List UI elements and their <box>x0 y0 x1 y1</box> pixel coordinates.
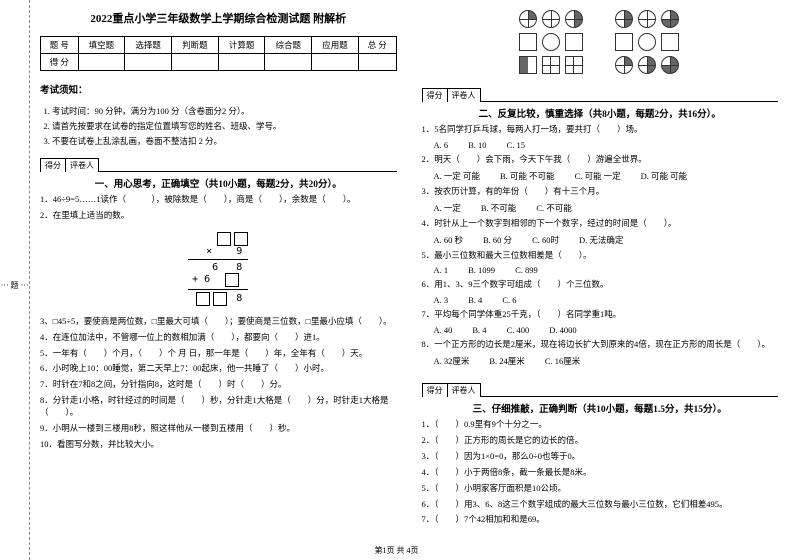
q1-3: 3、□45÷5，要使商是两位数，□里最大可填（ ）；要使商是三位数，□里最小应填… <box>40 316 397 328</box>
score-header: 总 分 <box>358 37 396 54</box>
score-cell[interactable] <box>358 54 396 71</box>
score-header: 综合题 <box>265 37 312 54</box>
q2-7-opts: A. 40B. 4C. 400D. 4000 <box>422 325 779 335</box>
section1-title: 一、用心思考，正确填空（共10小题，每题2分，共20分）。 <box>40 176 397 190</box>
q2-7: 7．平均每个同学体重25千克，（ ）名同学重1吨。 <box>422 309 779 321</box>
score-cell[interactable] <box>265 54 312 71</box>
q2-3-opts: A. 一定B. 不可能C. 不可能 <box>422 202 779 214</box>
score-header: 计算题 <box>218 37 265 54</box>
score-header: 选择题 <box>125 37 172 54</box>
shape-group-2 <box>615 10 681 76</box>
section-scorebox: 得分 评卷人 <box>422 383 779 397</box>
q2-8: 8．一个正方形的边长是2厘米，现在将边长扩大到原来的4倍，现在正方形的周长是（ … <box>422 339 779 351</box>
q1-8: 8．分针走1小格，时针经过的时间是（ ）秒，分针走1大格是（ ）分，时针走1大格… <box>40 395 397 419</box>
score-table: 题 号 填空题 选择题 判断题 计算题 综合题 应用题 总 分 得 分 <box>40 36 397 71</box>
binding-margin: ⋮题⋮⋮考号⋮⋮ 名准⋮⋮级不⋮⋮ 内⋮⋮数线⋮线⋮⋮ 封⋮题⋮步 <box>0 0 30 560</box>
page: ⋮题⋮⋮考号⋮⋮ 名准⋮⋮级不⋮⋮ 内⋮⋮数线⋮线⋮⋮ 封⋮题⋮步 2022重点… <box>0 0 793 560</box>
q3-3: 3．（ ）因为1×0=0，那么0÷0也等于0。 <box>422 451 779 463</box>
instructions-title: 考试须知： <box>40 82 397 96</box>
score-header: 填空题 <box>78 37 125 54</box>
content-columns: 2022重点小学三年级数学上学期综合检测试题 附解析 题 号 填空题 选择题 判… <box>30 0 793 560</box>
q3-2: 2．（ ）正方形的周长是它的边长的倍。 <box>422 435 779 447</box>
instruction-item: 请首先按要求在试卷的指定位置填写您的姓名、班级、学号。 <box>52 120 397 132</box>
section-scorebox: 得分 评卷人 <box>422 88 779 102</box>
mult-problem: × 9 6 8 + 6 8 <box>188 232 248 306</box>
q2-8-opts: A. 32厘米B. 24厘米C. 16厘米 <box>422 355 779 367</box>
q2-1-opts: A. 6B. 10C. 15 <box>422 140 779 150</box>
instruction-item: 考试时间：90 分钟，满分为100 分（含卷面分2 分）。 <box>52 105 397 117</box>
exam-title: 2022重点小学三年级数学上学期综合检测试题 附解析 <box>40 10 397 26</box>
q2-4-opts: A. 60 秒B. 60 分C. 60时D. 无法确定 <box>422 234 779 246</box>
instructions-list: 考试时间：90 分钟，满分为100 分（含卷面分2 分）。 请首先按要求在试卷的… <box>40 102 397 150</box>
q1-1: 1．46÷9=5……1读作（ ），被除数是（ ），商是（ ），余数是（ ）。 <box>40 194 397 206</box>
score-header: 判断题 <box>172 37 219 54</box>
right-column: 得分 评卷人 二、反复比较，慎重选择（共8小题，每题2分，共16分）。 1．5名… <box>422 10 779 555</box>
score-cell[interactable] <box>312 54 359 71</box>
q1-4: 4．在连位加法中，不管哪一位上的数相加满（ ），都要向（ ）进1。 <box>40 332 397 344</box>
shape-group-1 <box>519 10 585 76</box>
scorebox-label: 评卷人 <box>448 383 481 397</box>
score-row-label: 得 分 <box>41 54 79 71</box>
section3-title: 三、仔细推敲，正确判断（共10小题，每题1.5分，共15分）。 <box>422 401 779 415</box>
q2-1: 1．5名同学打乒乓球，每两人打一场，要共打（ ）场。 <box>422 124 779 136</box>
q2-5: 5．最小三位数和最大三位数相差是（ ）。 <box>422 250 779 262</box>
score-cell[interactable] <box>218 54 265 71</box>
page-footer: 第1页 共 4页 <box>0 545 793 556</box>
q2-3: 3．按农历计算，有的年份（ ）有十三个月。 <box>422 186 779 198</box>
q3-6: 6．（ ）用3、6、8这三个数字组成的最大三位数与最小三位数，它们相差495。 <box>422 499 779 511</box>
score-header: 应用题 <box>312 37 359 54</box>
score-cell[interactable] <box>125 54 172 71</box>
left-column: 2022重点小学三年级数学上学期综合检测试题 附解析 题 号 填空题 选择题 判… <box>40 10 397 555</box>
scorebox-label: 评卷人 <box>66 158 99 172</box>
q2-2: 2．明天（ ）会下雨，今天下午我（ ）游遍全世界。 <box>422 154 779 166</box>
vertical-math: × 9 6 8 + 6 8 <box>40 232 397 306</box>
section-scorebox: 得分 评卷人 <box>40 158 397 172</box>
q2-4: 4．时针从上一个数字到相邻的下一个数字，经过的时间是（ ）。 <box>422 218 779 230</box>
instruction-item: 不要在试卷上乱涂乱画，卷面不整洁扣 2 分。 <box>52 135 397 147</box>
q1-9: 9．小明从一楼到三楼用8秒，照这样他从一楼到五楼用（ ）秒。 <box>40 423 397 435</box>
q2-2-opts: A. 一定 可能B. 可能 不可能C. 可能 一定D. 可能 可能 <box>422 170 779 182</box>
score-cell[interactable] <box>78 54 125 71</box>
q1-10: 10．看图写分数，并比较大小。 <box>40 439 397 451</box>
q3-7: 7．（ ）7个42相加和和是69。 <box>422 514 779 526</box>
scorebox-label: 评卷人 <box>448 88 481 102</box>
section2-title: 二、反复比较，慎重选择（共8小题，每题2分，共16分）。 <box>422 106 779 120</box>
score-header: 题 号 <box>41 37 79 54</box>
q1-7: 7．时针在7和8之间，分针指向8，这时是（ ）时（ ）分。 <box>40 379 397 391</box>
q3-1: 1．（ ）0.9里有9个十分之一。 <box>422 419 779 431</box>
scorebox-label: 得分 <box>422 88 448 102</box>
q3-5: 5．（ ）小明家客厅面积是10公顷。 <box>422 483 779 495</box>
fraction-shapes <box>422 10 779 76</box>
scorebox-label: 得分 <box>422 383 448 397</box>
q1-6: 6．小时晚上10：00睡觉，第二天早上7：00起床，他一共睡了（ ）小时。 <box>40 363 397 375</box>
q2-5-opts: A. 1B. 1099C. 899 <box>422 265 779 275</box>
q1-2: 2．在里填上适当的数。 <box>40 210 397 222</box>
q2-6: 6．用1、3、9三个数字可组成（ ）个三位数。 <box>422 279 779 291</box>
q3-4: 4．（ ）小于两倍8条，截一条最长是8米。 <box>422 467 779 479</box>
q1-5: 5．一年有（ ）个月，（ ）个 月 日，那一年是（ ）年，全年有（ ）天。 <box>40 348 397 360</box>
score-cell[interactable] <box>172 54 219 71</box>
scorebox-label: 得分 <box>40 158 66 172</box>
q2-6-opts: A. 3B. 4C. 6 <box>422 295 779 305</box>
